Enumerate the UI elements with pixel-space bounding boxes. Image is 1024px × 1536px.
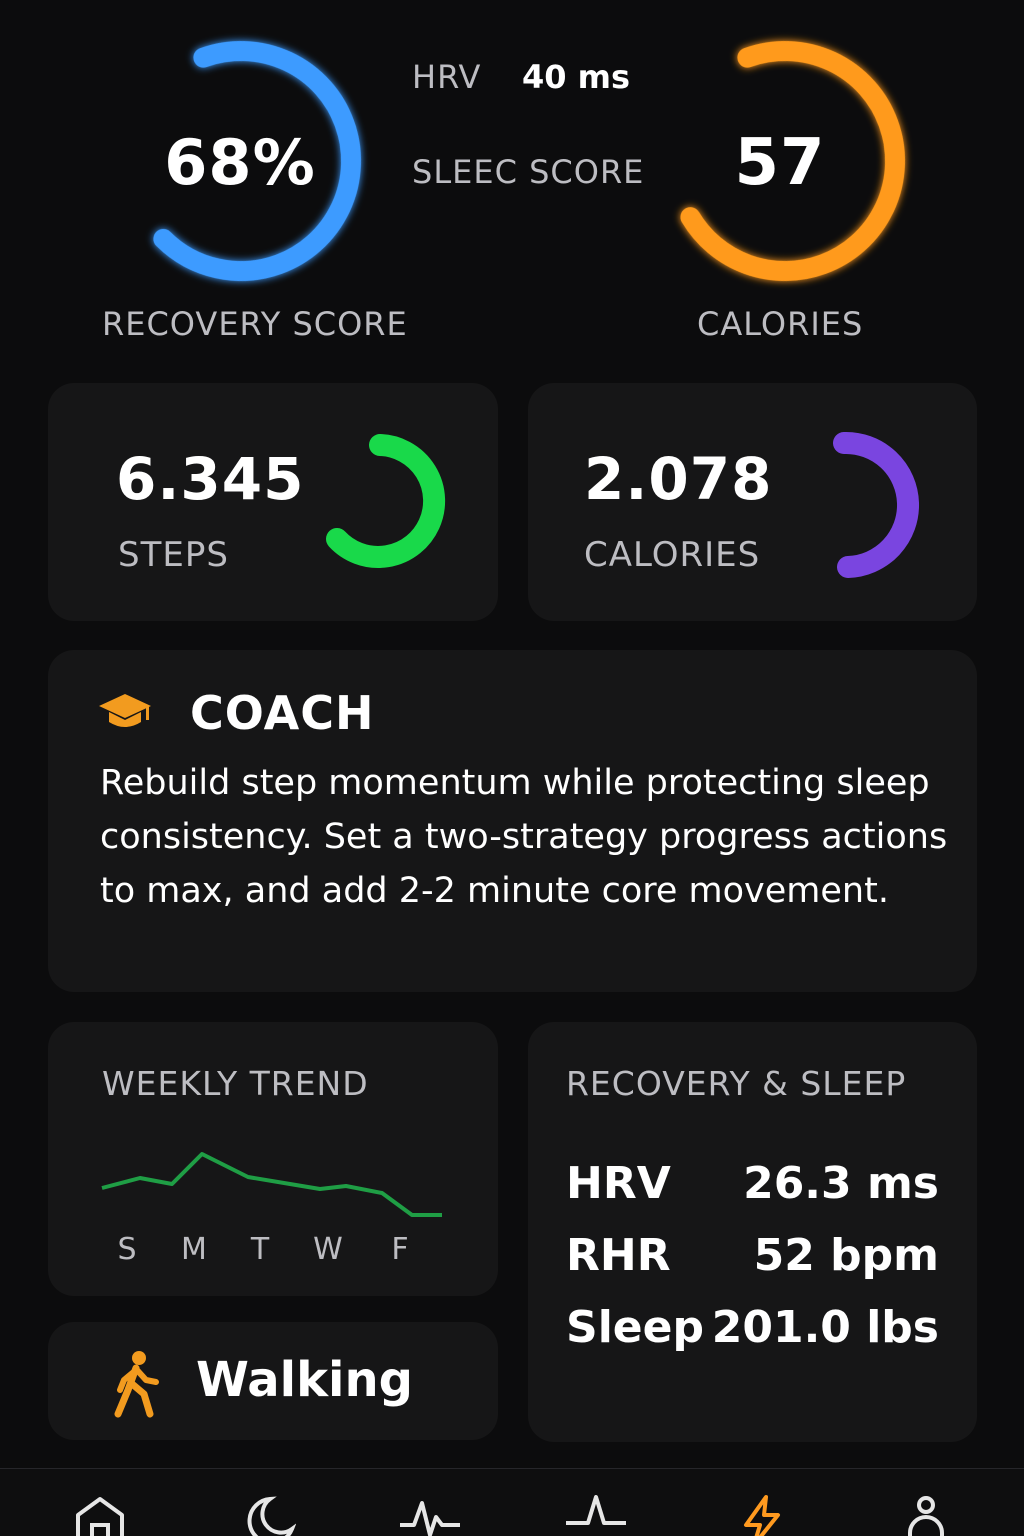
coach-title: COACH (190, 686, 375, 740)
coach-message: Rebuild step momentum while protecting s… (100, 763, 948, 911)
recovery-ring-arc (121, 41, 361, 281)
weekly-trend-line (101, 1152, 442, 1217)
steps-value: 6.345 (116, 445, 305, 513)
sleep-metric-label: Sleep (566, 1302, 704, 1353)
calories-ring[interactable] (662, 38, 908, 284)
steps-label: STEPS (118, 535, 229, 575)
trend-day-label: M (181, 1232, 207, 1267)
calories-card[interactable]: 2.078 CALORIES (528, 383, 977, 621)
activity-label: Walking (196, 1352, 413, 1408)
activity-card[interactable]: Walking (48, 1322, 498, 1440)
trend-day-label: T (250, 1232, 270, 1267)
profile-icon[interactable] (896, 1495, 956, 1536)
bottom-navigation (0, 1468, 1024, 1536)
calories-card-label: CALORIES (584, 535, 761, 575)
heart-rate-icon[interactable] (400, 1495, 460, 1536)
hrv-label: HRV (412, 58, 482, 96)
weekly-trend-title: WEEKLY TREND (102, 1064, 369, 1103)
calories-ring-label: CALORIES (697, 305, 864, 343)
calories-card-value: 2.078 (584, 445, 773, 513)
sleep-metric-value: 201.0 lbs (711, 1302, 939, 1353)
calories-ring-arc (665, 41, 905, 281)
recovery-score-value: 68% (164, 126, 316, 199)
steps-arc-path (326, 434, 446, 568)
sleep-score-label: SLEEC SCORE (412, 153, 645, 191)
calories-arc (833, 431, 919, 578)
graduation-cap-icon (99, 694, 151, 727)
recovery-ring[interactable] (118, 38, 364, 284)
recovery-sleep-title: RECOVERY & SLEEP (566, 1064, 907, 1103)
hrv-metric-label: HRV (566, 1158, 671, 1209)
recovery-score-label: RECOVERY SCORE (102, 305, 408, 343)
recovery-sleep-card[interactable]: RECOVERY & SLEEP HRV 26.3 ms RHR 52 bpm … (528, 1022, 977, 1442)
steps-card[interactable]: 6.345 STEPS (48, 383, 498, 621)
steps-arc (326, 434, 446, 568)
lightning-icon[interactable] (732, 1495, 792, 1536)
rhr-metric-value: 52 bpm (753, 1230, 939, 1281)
calories-arc-path (833, 431, 919, 578)
weekly-trend-card[interactable]: WEEKLY TREND S M T W F (48, 1022, 498, 1296)
weekly-trend-sparkline (101, 1152, 442, 1217)
trend-day-label: F (391, 1232, 409, 1267)
hrv-metric-value: 26.3 ms (743, 1158, 939, 1209)
calories-ring-value: 57 (734, 126, 826, 200)
trend-day-label: S (117, 1232, 137, 1267)
activity-pulse-icon[interactable] (566, 1495, 626, 1536)
hrv-value: 40 ms (522, 58, 631, 96)
moon-icon[interactable] (236, 1495, 296, 1536)
coach-card[interactable]: COACH Rebuild step momentum while protec… (48, 650, 977, 992)
rhr-metric-label: RHR (566, 1230, 671, 1281)
home-icon[interactable] (70, 1495, 130, 1536)
trend-day-label: W (313, 1232, 343, 1267)
walking-person-icon (114, 1351, 159, 1418)
